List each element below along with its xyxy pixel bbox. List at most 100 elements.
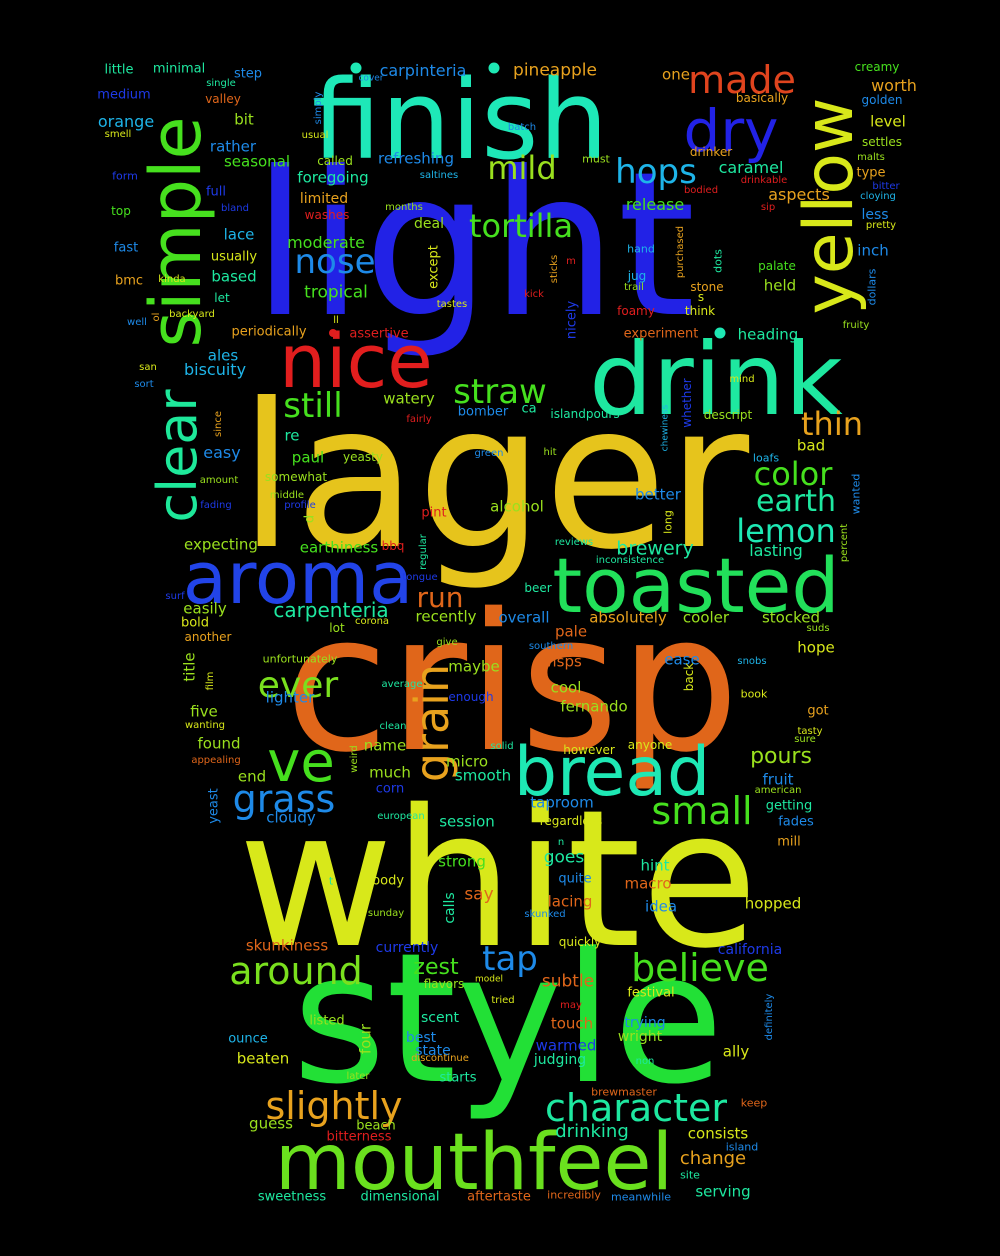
word-held: held bbox=[763, 276, 797, 295]
word-california: california bbox=[717, 942, 783, 958]
word-say: say bbox=[464, 884, 494, 905]
word-tongue: tongue bbox=[402, 572, 438, 583]
word-thin: thin bbox=[801, 405, 863, 443]
word-stocked: stocked bbox=[761, 608, 821, 627]
word-site: site bbox=[680, 1168, 700, 1182]
word-book: book bbox=[740, 687, 768, 701]
word-surf: surf bbox=[165, 591, 185, 602]
word-finish: finish bbox=[311, 56, 609, 184]
word-touch: touch bbox=[550, 1014, 594, 1033]
word-island: island bbox=[725, 1140, 759, 1154]
word-rather: rather bbox=[209, 137, 257, 156]
word-got: got bbox=[807, 703, 829, 719]
word-sure: sure bbox=[794, 734, 816, 745]
word-starts: starts bbox=[439, 1070, 477, 1086]
word-goes: goes bbox=[543, 847, 585, 868]
word-settles: settles bbox=[861, 135, 903, 149]
word-four: four bbox=[356, 1023, 375, 1055]
word-pretty: pretty bbox=[865, 220, 897, 231]
word-kick: kick bbox=[524, 289, 544, 300]
word-weird: weird bbox=[349, 745, 360, 773]
word-yellow: yellow bbox=[790, 97, 869, 315]
word-overall: overall bbox=[498, 608, 550, 627]
word-watery: watery bbox=[383, 389, 435, 408]
word-easily: easily bbox=[183, 599, 227, 618]
word-hopped: hopped bbox=[744, 894, 802, 913]
word-film: film bbox=[205, 671, 216, 691]
word-meanwhile: meanwhile bbox=[610, 1190, 672, 1204]
word-san: san bbox=[139, 362, 157, 373]
word-based: based bbox=[211, 267, 257, 286]
word-nice: nice bbox=[279, 319, 433, 405]
word-tried: tried bbox=[491, 995, 515, 1006]
word-ounce: ounce bbox=[228, 1031, 268, 1047]
word-ll: ll bbox=[333, 315, 339, 326]
word-around: around bbox=[229, 949, 363, 993]
word-sip: sip bbox=[760, 202, 776, 213]
word-pale: pale bbox=[554, 622, 588, 641]
word-tortilla: tortilla bbox=[468, 207, 574, 245]
word-palate: palate bbox=[758, 259, 796, 273]
word-fruit: fruit bbox=[762, 770, 794, 789]
word-dry: dry bbox=[683, 97, 779, 165]
word-bit: bit bbox=[234, 110, 254, 129]
word-state: state bbox=[415, 1043, 451, 1059]
word-top: top bbox=[111, 204, 131, 218]
word-green: green bbox=[474, 448, 504, 459]
word-less: less bbox=[861, 207, 889, 223]
word-better: better bbox=[635, 485, 681, 504]
word-style: style bbox=[292, 915, 724, 1124]
word-run: run bbox=[416, 581, 464, 614]
word-one: one bbox=[662, 65, 690, 84]
word-wisps: wisps bbox=[540, 652, 582, 671]
word-anyone: anyone bbox=[627, 738, 673, 752]
word-chewiness: chewiness bbox=[660, 404, 671, 452]
word-fading: fading bbox=[200, 500, 232, 511]
word-cool: cool bbox=[550, 678, 582, 697]
word-ca: ca bbox=[521, 401, 537, 417]
word-skunkiness: skunkiness bbox=[245, 936, 329, 955]
word-stone: stone bbox=[690, 280, 724, 294]
word-non: non bbox=[635, 1056, 655, 1067]
word-appealing: appealing bbox=[191, 755, 241, 766]
word-listed: listed bbox=[309, 1013, 345, 1029]
word-usually: usually bbox=[210, 249, 258, 265]
word-fairly: fairly bbox=[406, 414, 432, 425]
word-minimal: minimal bbox=[152, 61, 206, 77]
word-bitterness: bitterness bbox=[326, 1129, 392, 1145]
word-t: t bbox=[328, 874, 334, 888]
word-regular: regular bbox=[418, 534, 429, 570]
word-enough: enough bbox=[448, 690, 494, 704]
word-average: average bbox=[381, 679, 423, 690]
word-crisp: crisp bbox=[284, 573, 740, 794]
word-s: s bbox=[697, 290, 705, 304]
word-reviews: reviews bbox=[554, 537, 594, 548]
word-ease: ease bbox=[664, 650, 700, 669]
word-since: since bbox=[213, 411, 224, 437]
word-assertive: assertive bbox=[349, 326, 409, 342]
word-percent: percent bbox=[839, 523, 850, 563]
word-simply: simply bbox=[313, 91, 324, 125]
word-corn: corn bbox=[375, 781, 405, 797]
word-hops: hops bbox=[615, 152, 697, 192]
word-warmed: warmed bbox=[535, 1036, 597, 1055]
word-still: still bbox=[283, 386, 343, 426]
word-american: american bbox=[754, 785, 802, 796]
word-drinking: drinking bbox=[555, 1121, 629, 1142]
word-definitely: definitely bbox=[764, 993, 775, 1041]
word-best: best bbox=[405, 1030, 437, 1046]
word-beaten: beaten bbox=[236, 1049, 290, 1068]
word-recently: recently bbox=[415, 607, 477, 626]
word-sweetness: sweetness bbox=[257, 1189, 327, 1205]
word-smooth: smooth bbox=[454, 766, 512, 785]
word-level: level bbox=[870, 112, 906, 131]
word-title: title bbox=[180, 652, 199, 682]
word-serving: serving bbox=[695, 1182, 751, 1201]
word-lighter: lighter bbox=[265, 688, 315, 707]
word-skunked: skunked bbox=[524, 909, 566, 920]
word-well: well bbox=[127, 317, 147, 328]
word-taproom: taproom bbox=[530, 793, 594, 812]
word-somewhat: somewhat bbox=[264, 470, 328, 484]
word-cloudy: cloudy bbox=[266, 808, 316, 827]
